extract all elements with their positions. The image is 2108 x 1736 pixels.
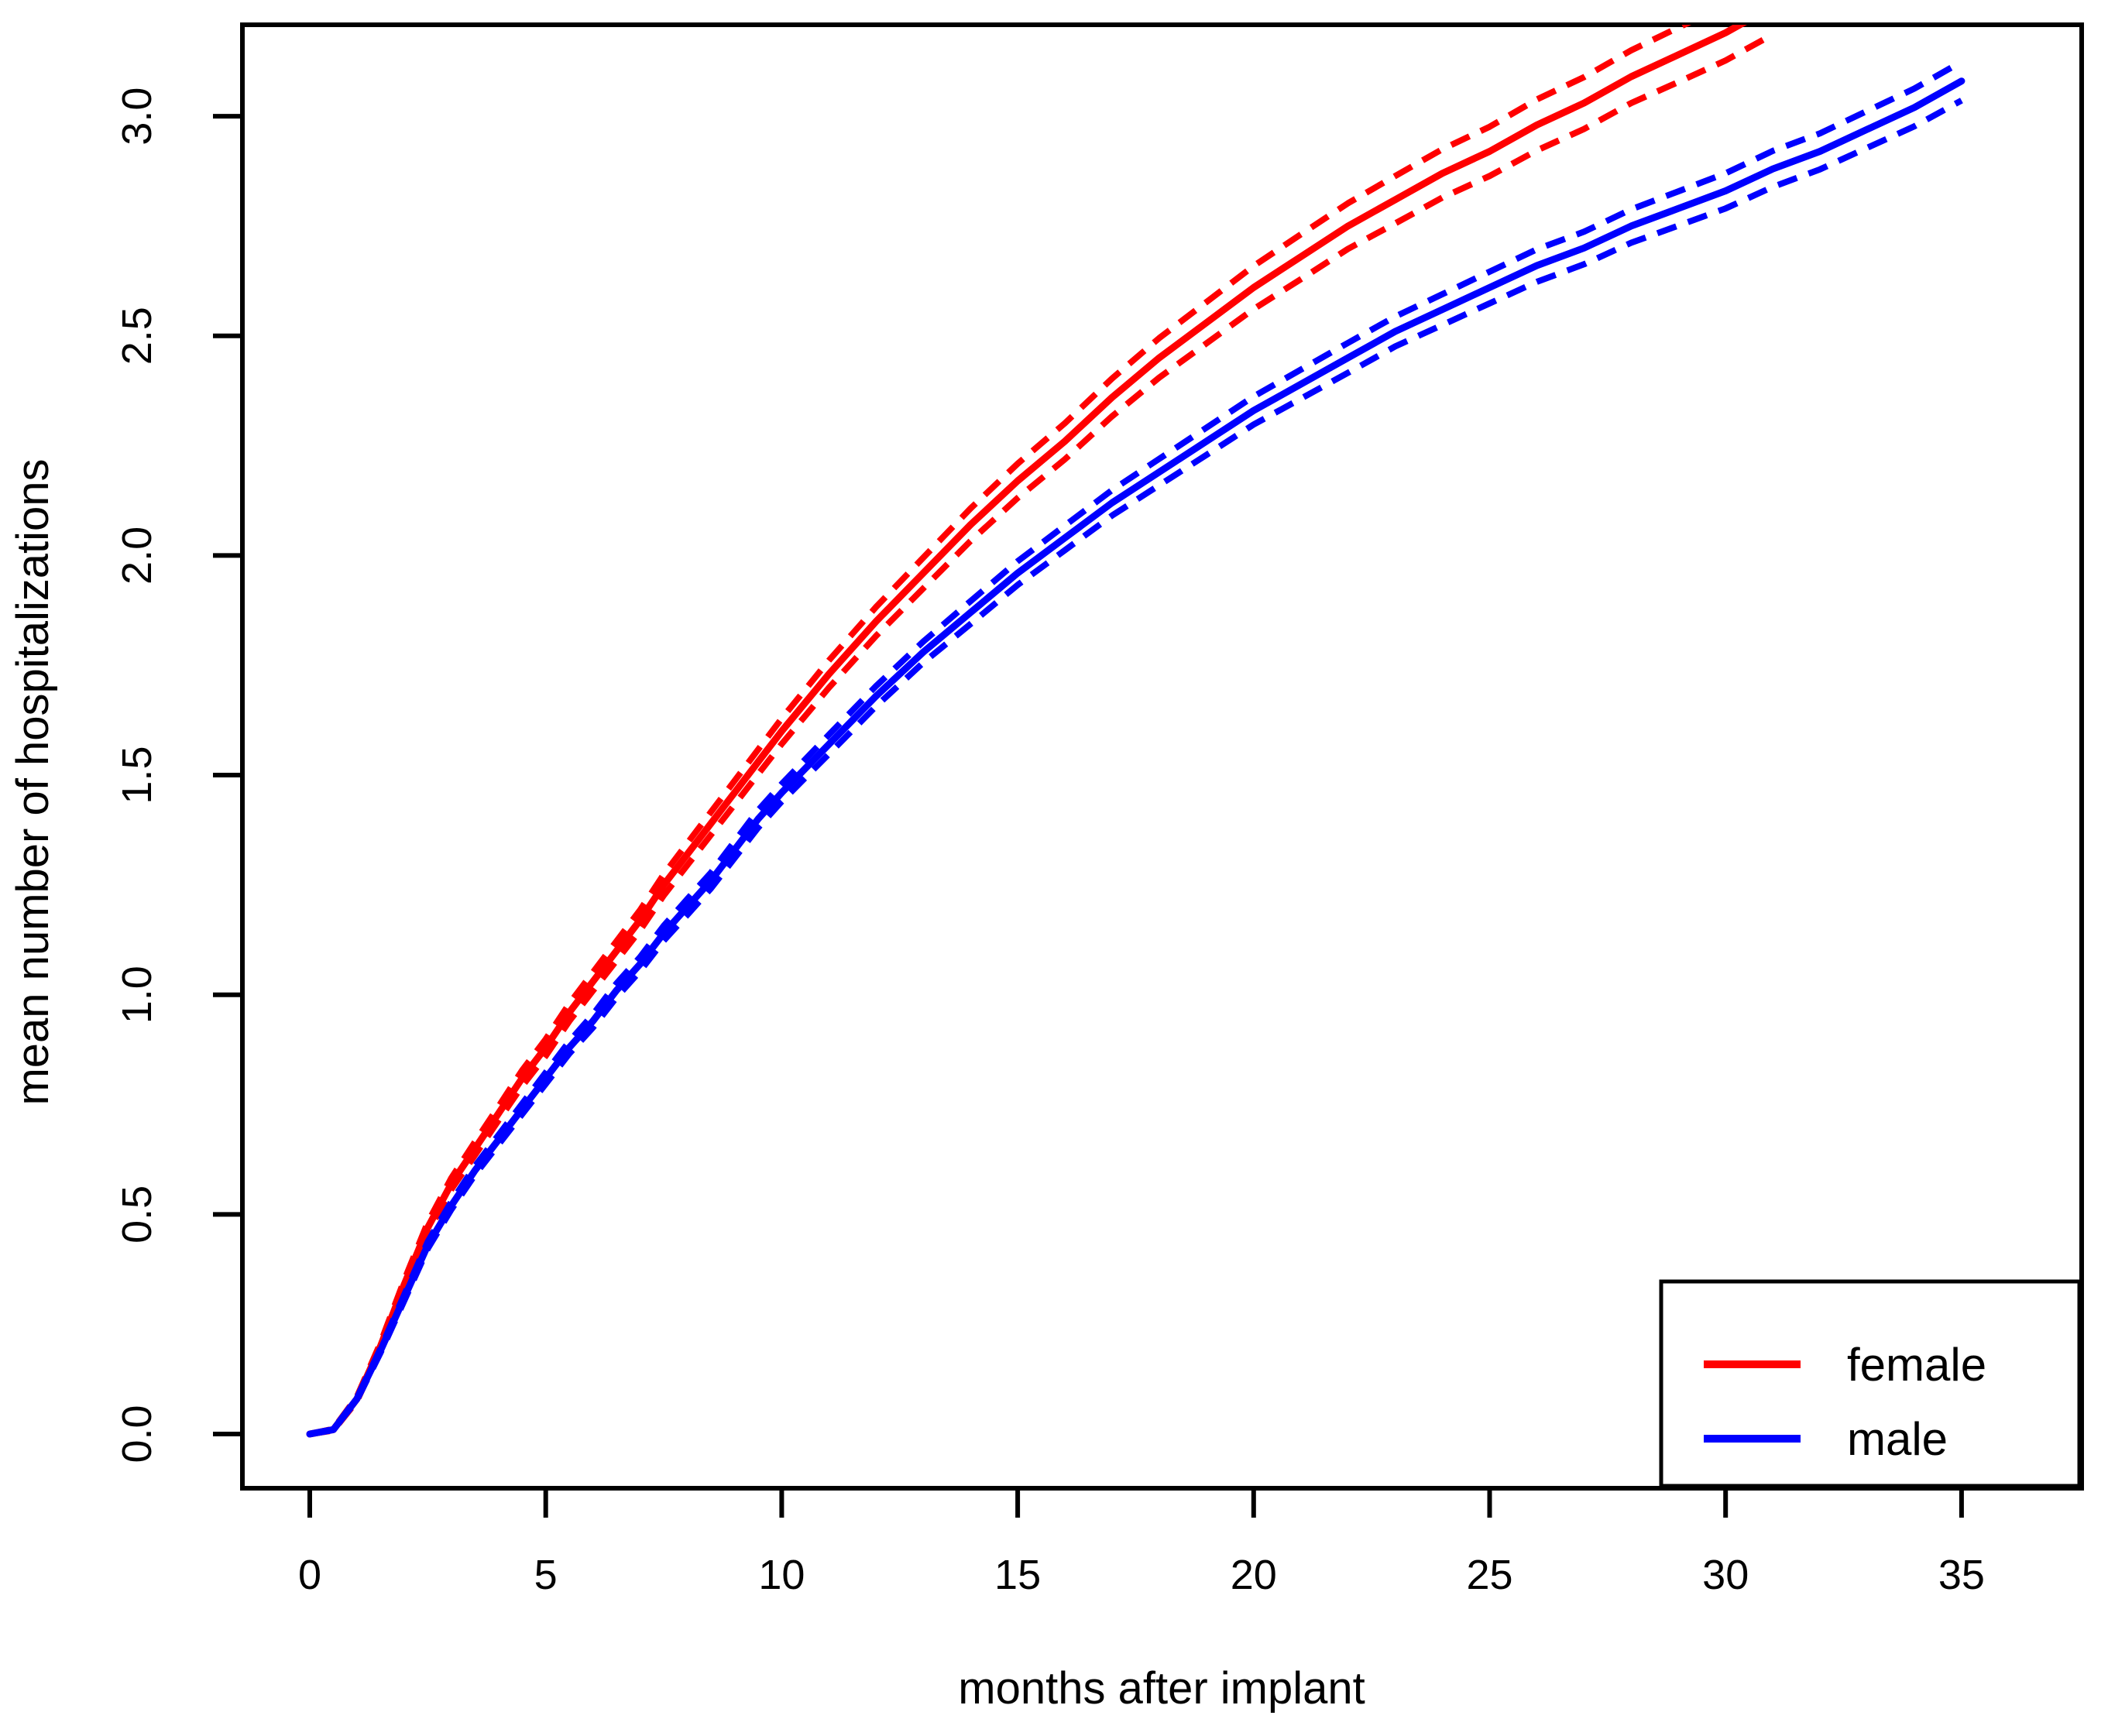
y-tick-label: 0.0 <box>114 1405 160 1463</box>
plot-border <box>240 22 2084 1491</box>
male-ci-upper-curve <box>309 59 1963 1437</box>
y-axis-title: mean number of hospitalizations <box>8 458 58 1105</box>
x-tick-label: 20 <box>1231 1552 1277 1598</box>
curves <box>306 25 1966 1438</box>
x-tick-label: 35 <box>1938 1552 1985 1598</box>
y-axis: 0.0 0.5 1.0 1.5 2.0 2.5 3.0 <box>114 87 242 1463</box>
x-axis-title: months after implant <box>958 1663 1365 1714</box>
x-tick-label: 30 <box>1702 1552 1749 1598</box>
y-tick-label: 2.5 <box>114 307 160 365</box>
y-tick-label: 3.0 <box>114 87 160 146</box>
female-ci-lower-curve <box>309 32 1775 1437</box>
y-tick-label: 1.5 <box>114 746 160 805</box>
male-ci-lower-curve <box>309 98 1963 1437</box>
female-mean-curve <box>306 25 1747 1438</box>
legend-border <box>1659 1279 2082 1488</box>
female-ci-upper-curve <box>309 25 1692 1437</box>
legend-label-male: male <box>1847 1413 1948 1465</box>
y-tick-label: 2.0 <box>114 527 160 585</box>
y-tick-label: 0.5 <box>114 1185 160 1244</box>
x-tick-label: 10 <box>758 1552 805 1598</box>
x-tick-label: 0 <box>298 1552 321 1598</box>
x-tick-label: 25 <box>1466 1552 1512 1598</box>
legend: female male <box>1659 1279 2082 1488</box>
x-tick-label: 5 <box>534 1552 558 1598</box>
x-tick-label: 15 <box>994 1552 1041 1598</box>
legend-label-female: female <box>1847 1339 1986 1391</box>
y-tick-label: 1.0 <box>114 966 160 1024</box>
male-mean-curve <box>306 77 1966 1438</box>
x-axis: 0 5 10 15 20 25 30 35 <box>298 1488 1985 1598</box>
